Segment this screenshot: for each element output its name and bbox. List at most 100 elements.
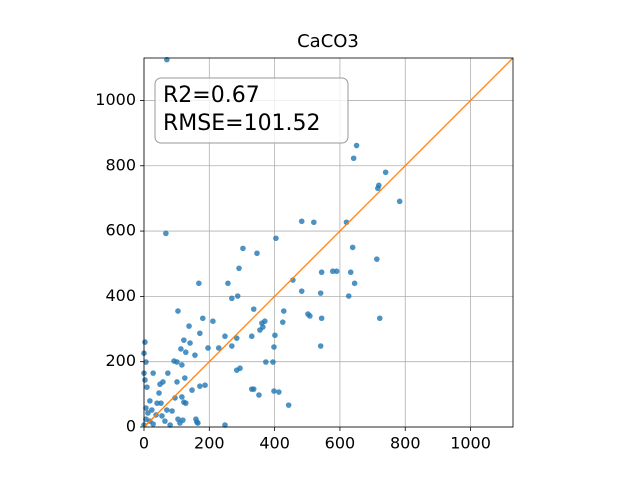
point	[248, 386, 255, 392]
point	[162, 418, 168, 424]
y-tick-label: 0	[126, 417, 136, 436]
point	[229, 295, 235, 302]
point	[174, 379, 180, 385]
point	[279, 319, 286, 325]
point	[376, 315, 383, 322]
x-tick-label: 800	[390, 434, 421, 453]
point	[164, 407, 170, 413]
point	[250, 306, 257, 312]
point	[202, 382, 208, 389]
point	[311, 219, 317, 226]
point	[205, 345, 211, 351]
chart-title: CaCO3	[297, 31, 359, 52]
point	[270, 359, 276, 365]
point	[149, 407, 155, 413]
point	[147, 398, 153, 404]
point	[234, 293, 241, 299]
point	[189, 387, 195, 393]
point	[263, 359, 269, 365]
point	[396, 198, 403, 205]
point	[144, 384, 150, 390]
point	[186, 323, 192, 329]
point	[349, 244, 356, 251]
point	[222, 422, 228, 428]
point	[350, 155, 357, 162]
point	[215, 345, 222, 351]
point	[179, 362, 185, 368]
point	[192, 352, 198, 358]
point	[167, 422, 173, 428]
x-tick-label: 0	[139, 434, 149, 453]
annotation: R2=0.67	[163, 83, 260, 108]
point	[298, 288, 305, 294]
point	[298, 218, 305, 225]
point	[375, 185, 381, 192]
annotation-box	[154, 77, 349, 144]
x-tick-label: 200	[194, 434, 225, 453]
point	[169, 408, 175, 414]
point	[333, 268, 340, 275]
point	[196, 280, 202, 287]
y-tick-label: 800	[105, 155, 136, 174]
point	[254, 250, 260, 257]
point	[182, 349, 189, 356]
point	[248, 333, 255, 340]
point	[351, 280, 358, 287]
point	[197, 383, 203, 389]
point	[197, 330, 203, 337]
point	[178, 346, 184, 352]
point	[318, 315, 325, 322]
point	[195, 420, 201, 426]
point	[317, 343, 324, 349]
point	[229, 343, 235, 349]
point	[280, 308, 287, 314]
point	[374, 256, 380, 262]
point	[240, 245, 246, 252]
point	[256, 392, 262, 398]
point	[175, 308, 181, 314]
point	[143, 359, 149, 365]
point	[150, 421, 156, 427]
point	[163, 230, 169, 237]
point	[317, 290, 324, 296]
y-tick-label: 200	[105, 351, 136, 370]
point	[353, 142, 360, 149]
point	[347, 269, 354, 276]
point	[273, 235, 279, 242]
point	[142, 377, 148, 383]
y-tick-label: 400	[105, 286, 136, 305]
point	[272, 332, 278, 339]
point	[233, 335, 240, 341]
point	[142, 339, 148, 345]
point	[329, 268, 336, 275]
annotation: RMSE=101.52	[163, 111, 321, 136]
point	[181, 399, 187, 405]
point	[318, 269, 325, 276]
point	[260, 324, 266, 330]
point	[143, 405, 149, 411]
point	[177, 420, 183, 426]
point	[156, 390, 162, 396]
x-tick-label: 600	[325, 434, 356, 453]
point	[210, 318, 216, 324]
plot-frame	[143, 57, 514, 428]
point	[382, 169, 389, 176]
point	[158, 400, 164, 406]
point	[271, 388, 277, 394]
identity-line	[143, 57, 514, 428]
point	[154, 400, 160, 406]
y-tick-label: 1000	[95, 90, 136, 109]
point	[307, 313, 313, 319]
x-tick-label: 400	[259, 434, 290, 453]
point	[145, 410, 151, 416]
point	[150, 370, 156, 376]
point	[182, 375, 188, 381]
point	[222, 333, 228, 340]
point	[233, 367, 240, 373]
point	[276, 389, 282, 395]
point	[187, 340, 193, 346]
point	[271, 344, 277, 350]
point	[345, 293, 352, 299]
point	[165, 370, 171, 376]
